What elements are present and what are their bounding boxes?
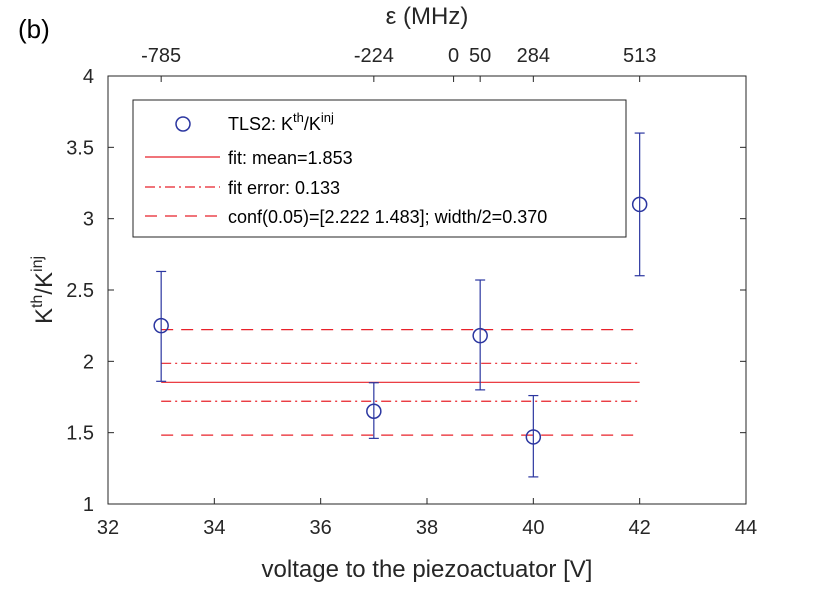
x-tick-label: 44 [735,517,757,539]
y-tick-label: 3.5 [66,137,94,159]
y-tick-label: 2.5 [66,280,94,302]
y-axis-ticks: 1 1.5 2 2.5 3 3.5 4 [66,66,746,516]
x-tick-label: 34 [203,517,225,539]
legend: TLS2: Kth/Kinj fit: mean=1.853 fit error… [132,99,627,238]
top-tick-label: 0 [448,45,459,67]
y-tick-label: 1.5 [66,423,94,445]
top-tick-label: -785 [141,45,181,67]
legend-label-tls2: TLS2: Kth/Kinj [228,110,334,134]
top-tick-label: 513 [623,45,656,67]
top-x-axis-title: ε (MHz) [386,3,469,30]
fit-lines [161,329,640,436]
x-tick-label: 42 [629,517,651,539]
data-point [366,403,382,420]
x-tick-label: 40 [522,517,544,539]
data-point [153,317,169,334]
x-tick-label: 32 [97,517,119,539]
x-tick-label: 38 [416,517,438,539]
data-point [525,429,542,445]
data-point [631,196,648,213]
x-axis-ticks: 32 34 36 38 40 42 44 [97,498,757,539]
top-tick-label: 284 [517,45,550,67]
y-tick-label: 3 [83,209,94,231]
data-points [153,132,648,478]
top-tick-label: 50 [469,45,491,67]
legend-label-fit-error: fit error: 0.133 [228,178,340,198]
x-axis-title: voltage to the piezoactuator [V] [262,556,593,583]
legend-box [132,99,627,238]
legend-label-fit: fit: mean=1.853 [228,148,353,168]
top-axis-ticks: -785 -224 0 50 284 513 [141,45,656,82]
y-axis-title: Kth/Kinj [29,256,58,324]
legend-label-conf: conf(0.05)=[2.222 1.483]; width/2=0.370 [228,207,547,227]
panel-label: (b) [18,14,50,44]
y-tick-label: 4 [83,66,94,88]
top-tick-label: -224 [354,45,394,67]
y-tick-label: 1 [83,494,94,516]
data-point [472,327,488,344]
x-tick-label: 36 [310,517,332,539]
legend-marker-circle [175,116,191,132]
y-tick-label: 2 [83,351,94,373]
